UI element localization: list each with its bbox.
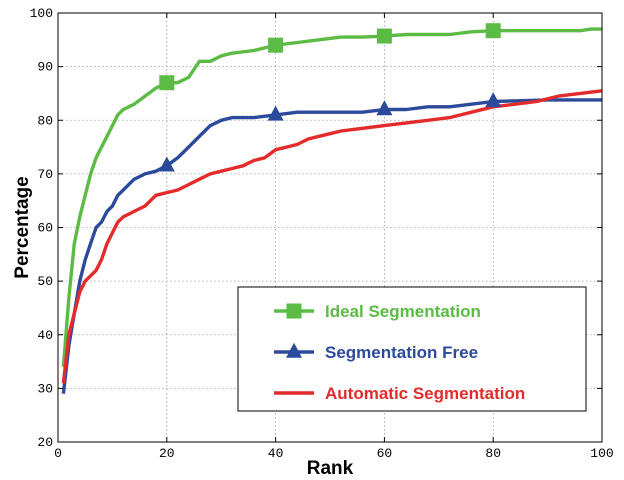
legend: Ideal Segmentation Segmentation Free Autom… xyxy=(237,286,587,412)
y-tick-label: 90 xyxy=(37,60,53,75)
series-1-marker xyxy=(376,28,392,44)
y-tick-label: 100 xyxy=(30,6,53,21)
legend-label-3: Automatic Segmentation xyxy=(325,384,525,403)
series-2-marker xyxy=(267,105,284,121)
y-tick-label: 30 xyxy=(37,381,53,396)
series-line-3 xyxy=(61,89,603,384)
series-1-marker xyxy=(159,75,175,91)
x-tick-label: 20 xyxy=(159,446,175,461)
series-2-marker xyxy=(485,92,502,108)
series-line-1 xyxy=(61,27,602,368)
series-1-marker xyxy=(485,23,501,39)
series-1-marker xyxy=(268,37,284,53)
y-tick-label: 60 xyxy=(37,221,53,236)
y-tick-label: 20 xyxy=(37,435,53,450)
series-line-2 xyxy=(61,98,602,394)
x-tick-label: 0 xyxy=(54,446,62,461)
y-tick-label: 80 xyxy=(37,113,53,128)
x-tick-label: 80 xyxy=(485,446,501,461)
x-tick-label: 60 xyxy=(377,446,393,461)
x-axis-label: Rank xyxy=(307,458,354,479)
y-tick-label: 50 xyxy=(37,274,53,289)
y-axis-label: Percentage xyxy=(12,176,33,278)
y-tick-label: 70 xyxy=(37,167,53,182)
legend-marker-2 xyxy=(286,342,302,358)
series-markers xyxy=(158,23,502,172)
y-tick-label: 40 xyxy=(37,328,53,343)
series-2-marker xyxy=(158,156,175,172)
x-tick-label: 100 xyxy=(590,446,613,461)
legend-label-2: Segmentation Free xyxy=(325,343,478,362)
series-lines xyxy=(61,27,603,394)
legend-marker-1 xyxy=(286,303,302,319)
series-2-marker xyxy=(376,100,393,116)
x-tick-label: 40 xyxy=(268,446,284,461)
legend-label-1: Ideal Segmentation xyxy=(325,302,481,321)
